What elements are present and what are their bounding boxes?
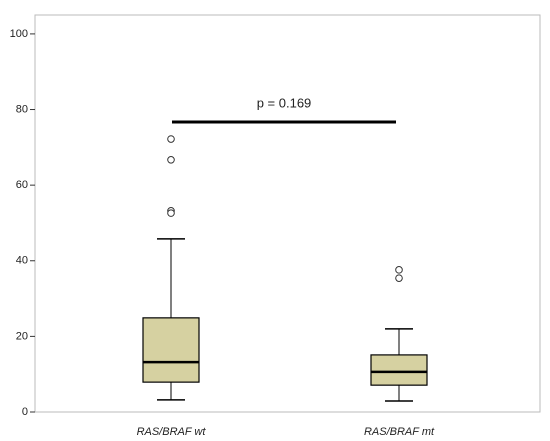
x-tick-label: RAS/BRAF wt [137,426,207,438]
y-tick-label: 40 [16,255,28,267]
outlier [167,156,175,164]
outlier [167,135,175,143]
box [370,354,428,386]
y-tick-label: 100 [10,28,28,40]
outlier [167,209,175,217]
plot-frame [34,14,541,413]
y-tick-label: 80 [16,103,28,115]
outlier [395,274,403,282]
y-tick-label: 20 [16,330,28,342]
annotation: p = 0.169 [257,95,312,110]
y-tick-label: 60 [16,179,28,191]
outlier [395,266,403,274]
x-tick-label: RAS/BRAF mt [364,426,435,438]
box [142,317,200,383]
y-tick-label: 0 [22,406,28,418]
